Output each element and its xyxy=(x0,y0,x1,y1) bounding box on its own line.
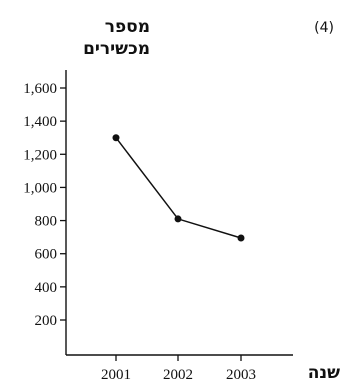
data-point xyxy=(237,234,245,242)
data-point xyxy=(112,134,120,142)
y-tick-label: 1,400 xyxy=(23,114,57,130)
y-tick-label: 200 xyxy=(35,313,58,329)
y-tick-label: 1,000 xyxy=(23,180,57,196)
y-tick-label: 1,600 xyxy=(23,81,57,97)
series xyxy=(112,134,245,242)
data-point xyxy=(174,215,182,223)
x-tick-label: 2002 xyxy=(163,367,193,383)
question-number: (4) xyxy=(314,20,334,36)
y-tick-label: 600 xyxy=(35,247,58,263)
y-tick-label: 400 xyxy=(35,280,58,296)
x-tick-label: 2001 xyxy=(101,367,131,383)
x-tick-label: 2003 xyxy=(226,367,256,383)
x-axis-title: שנה xyxy=(308,363,340,383)
y-axis-title-line1: מספר xyxy=(105,17,150,37)
y-tick-label: 800 xyxy=(35,214,58,230)
y-axis-title-line2: מכשירים xyxy=(83,39,150,59)
y-axis: 200 400 600 800 1,000 1,200 1,400 1,600 xyxy=(23,70,67,355)
series-line xyxy=(115,137,242,239)
x-axis: 2001 2002 2003 xyxy=(66,354,293,383)
y-tick-label: 1,200 xyxy=(23,147,57,163)
